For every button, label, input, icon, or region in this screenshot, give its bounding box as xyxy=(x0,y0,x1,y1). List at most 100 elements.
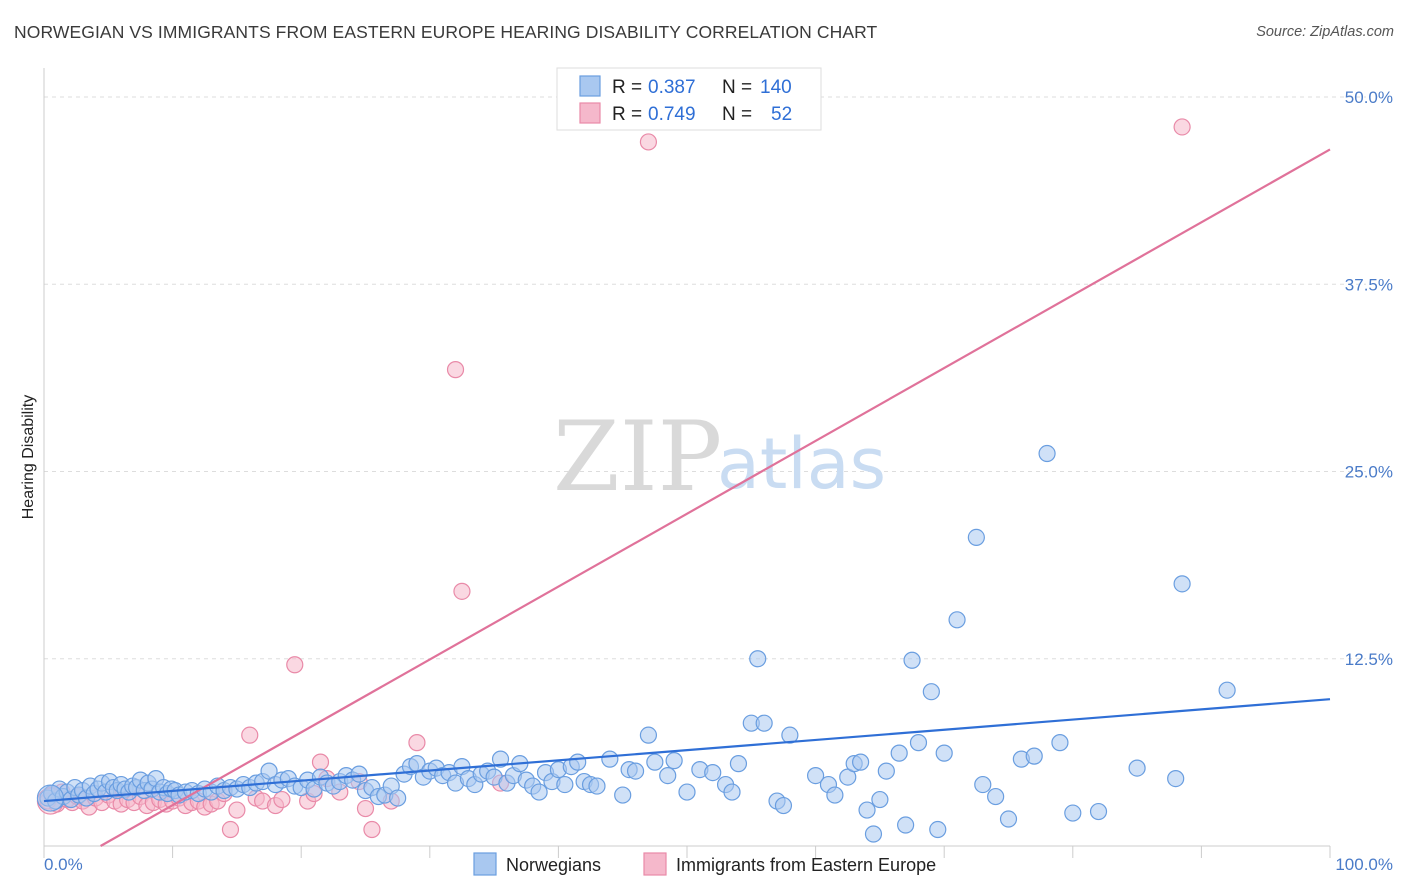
legend-r-label: R = xyxy=(612,104,642,125)
x-tick-label: 100.0% xyxy=(1335,855,1393,874)
norwegians-point xyxy=(806,766,825,785)
norwegians-point xyxy=(639,726,658,744)
immigrants-point xyxy=(273,790,291,809)
norwegians-point xyxy=(922,683,940,701)
legend-n-value: 140 xyxy=(760,77,792,98)
legend-swatch-blue xyxy=(579,75,601,97)
bottom-legend-swatch-pink xyxy=(643,852,667,876)
norwegians-point xyxy=(877,762,895,780)
norwegians-trendline xyxy=(43,698,1331,803)
legend-r-label: R = xyxy=(612,77,642,98)
norwegians-point xyxy=(36,784,65,812)
watermark-atlas: atlas xyxy=(717,423,886,505)
immigrants-trendline xyxy=(100,148,1331,847)
norwegians-point xyxy=(897,816,915,834)
norwegians-point xyxy=(935,744,953,762)
watermark-zip: ZIP xyxy=(553,401,722,513)
norwegians-point xyxy=(826,786,844,804)
immigrants-point xyxy=(241,726,259,744)
legend-n-label: N = xyxy=(722,77,752,98)
norwegians-point xyxy=(601,750,619,768)
norwegians-point xyxy=(1128,759,1146,777)
norwegians-point xyxy=(1051,734,1069,752)
immigrants-point xyxy=(311,753,330,771)
bottom-legend-immigrants: Immigrants from Eastern Europe xyxy=(676,855,936,875)
y-tick-labels: 12.5% 25.0% 37.5% 50.0% xyxy=(1345,88,1393,669)
bottom-legend-norwegians: Norwegians xyxy=(506,855,601,875)
immigrants-point xyxy=(453,582,471,600)
x-tick-label: 0.0% xyxy=(44,855,83,874)
immigrants-point xyxy=(228,801,246,819)
y-axis-label: Hearing Disability xyxy=(20,395,37,520)
norwegians-point xyxy=(678,783,696,801)
immigrants-point xyxy=(356,799,375,818)
immigrants-point xyxy=(363,820,381,839)
y-tick-label: 50.0% xyxy=(1345,88,1393,107)
chart-title: NORWEGIAN VS IMMIGRANTS FROM EASTERN EUR… xyxy=(14,22,878,42)
immigrants-point xyxy=(446,361,465,379)
norwegians-point xyxy=(749,650,767,668)
top-legend: R = 0.387 N = 140 R = 0.749 N = 52 xyxy=(556,67,822,131)
bottom-legend-swatch-blue xyxy=(473,852,497,876)
norwegians-point xyxy=(530,783,548,801)
norwegians-point xyxy=(1064,804,1082,822)
y-tick-label: 25.0% xyxy=(1345,463,1393,482)
legend-n-label: N = xyxy=(722,104,752,125)
grid-lines xyxy=(44,96,1366,660)
y-tick-label: 12.5% xyxy=(1345,650,1393,669)
norwegians-point xyxy=(659,766,677,785)
norwegians-point xyxy=(781,726,799,744)
norwegians-point xyxy=(967,528,985,547)
norwegians-point xyxy=(890,744,908,762)
norwegians-point xyxy=(929,820,947,839)
watermark: ZIP atlas xyxy=(553,401,886,513)
norwegians-point xyxy=(723,783,741,801)
norwegians-point xyxy=(864,825,883,843)
legend-r-value: 0.749 xyxy=(648,104,696,125)
norwegians-point xyxy=(858,801,876,819)
norwegians-point xyxy=(999,810,1018,828)
legend-swatch-pink xyxy=(579,102,601,124)
axes xyxy=(43,68,1331,858)
bottom-legend: Norwegians Immigrants from Eastern Europ… xyxy=(473,852,936,876)
norwegians-point xyxy=(974,775,992,794)
norwegians-point xyxy=(909,734,928,752)
immigrants-point xyxy=(1173,118,1191,136)
norwegians-point xyxy=(774,796,793,815)
legend-r-value: 0.387 xyxy=(648,77,696,98)
norwegians-point xyxy=(1038,444,1056,463)
norwegians-point xyxy=(704,763,722,782)
norwegians-point xyxy=(1025,747,1043,765)
norwegians-point xyxy=(1218,681,1236,699)
norwegians-point xyxy=(646,753,664,771)
norwegians-point xyxy=(569,753,587,771)
immigrants-point xyxy=(286,656,304,674)
norwegians-point xyxy=(852,753,870,771)
source-label: Source: ZipAtlas.com xyxy=(1256,24,1394,40)
y-tick-label: 37.5% xyxy=(1345,275,1393,294)
norwegians-point xyxy=(1167,769,1185,788)
norwegians-point xyxy=(871,790,889,809)
norwegians-point xyxy=(755,714,773,732)
norwegians-point xyxy=(626,762,645,780)
norwegians-point xyxy=(350,765,368,783)
norwegians-point xyxy=(987,787,1005,806)
norwegians-point xyxy=(614,786,632,804)
trendlines xyxy=(43,148,1331,847)
norwegians-point xyxy=(729,755,748,773)
norwegians-point xyxy=(1173,575,1191,593)
norwegians-point xyxy=(948,611,966,629)
norwegians-point xyxy=(389,789,407,807)
immigrants-point xyxy=(408,734,426,752)
x-tick-labels: 0.0% 100.0% xyxy=(44,855,1393,874)
norwegians-point xyxy=(1089,802,1108,821)
legend-n-value: 52 xyxy=(771,104,792,125)
norwegians-point xyxy=(903,651,921,669)
norwegians-point xyxy=(665,752,683,770)
norwegians-point xyxy=(556,775,574,794)
norwegians-point xyxy=(491,750,510,768)
norwegians-point xyxy=(588,777,606,795)
immigrants-point xyxy=(221,820,240,839)
immigrants-point xyxy=(639,133,658,151)
